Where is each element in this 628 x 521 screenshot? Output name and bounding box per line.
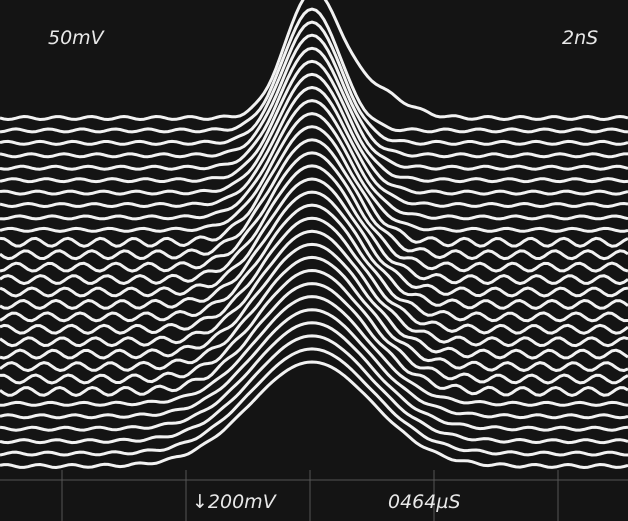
volts-per-div: 50mV <box>48 27 106 49</box>
time-per-div: 2nS <box>562 27 598 49</box>
delay-time: 0464µS <box>388 491 461 513</box>
trigger-level: ↓200mV <box>192 491 278 513</box>
oscilloscope-screen: 50mV 2nS ↓200mV 0464µS <box>0 0 628 521</box>
page: 50mV 2nS ↓200mV 0464µS (() => { const da… <box>0 0 628 521</box>
